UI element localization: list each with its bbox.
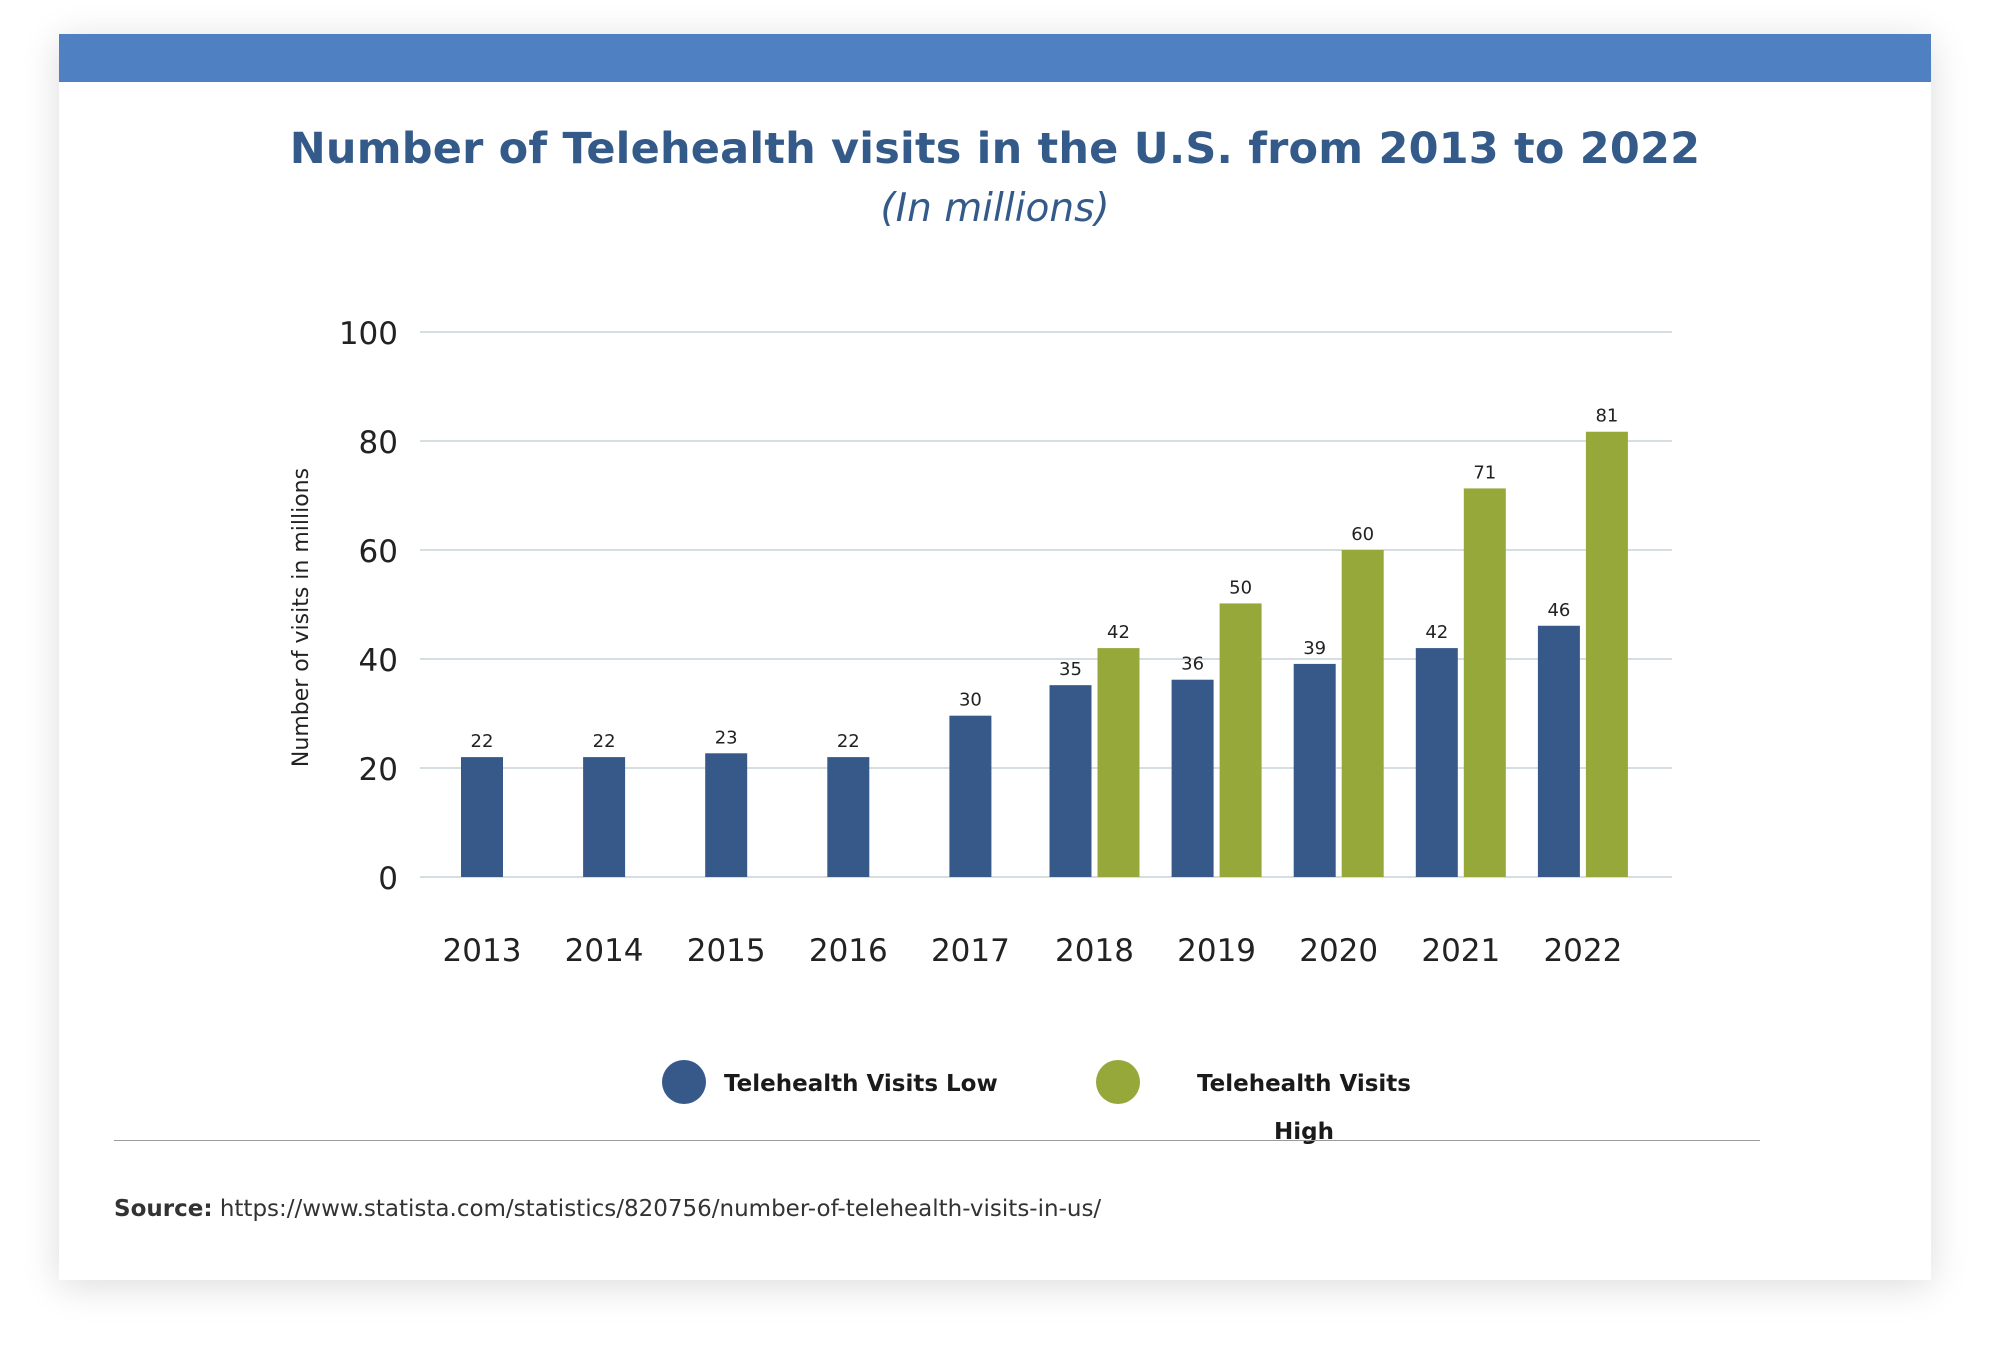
chart-subtitle: (In millions)	[880, 186, 1110, 231]
bar-high-2020	[1341, 550, 1384, 877]
x-tick-label-2022: 2022	[1543, 933, 1622, 969]
bar-low-2017	[949, 715, 992, 877]
bar-low-2020	[1293, 663, 1336, 877]
x-tick-label-2017: 2017	[931, 933, 1010, 969]
data-label-low-2013: 22	[471, 731, 494, 752]
source-label: Source:	[114, 1196, 213, 1222]
legend-label-low: Telehealth Visits Low	[724, 1071, 998, 1097]
x-tick-label-2013: 2013	[443, 933, 522, 969]
x-tick-label-2014: 2014	[565, 933, 644, 969]
data-label-low-2018: 35	[1059, 659, 1082, 680]
y-tick-label-80: 80	[359, 425, 398, 461]
bar-high-2018	[1097, 648, 1140, 877]
data-label-low-2016: 22	[837, 731, 860, 752]
x-tick-label-2021: 2021	[1421, 933, 1500, 969]
y-tick-label-0: 0	[378, 861, 398, 897]
bar-high-2022	[1585, 431, 1628, 877]
source-note: Source: https://www.statista.com/statist…	[114, 1196, 1101, 1222]
data-label-low-2020: 39	[1303, 638, 1326, 659]
data-label-high-2019: 50	[1229, 577, 1252, 598]
data-label-low-2022: 46	[1547, 600, 1570, 621]
data-label-low-2014: 22	[593, 731, 616, 752]
bar-low-2022	[1537, 625, 1580, 877]
data-label-high-2021: 71	[1473, 462, 1496, 483]
y-tick-label-60: 60	[359, 534, 398, 570]
x-tick-label-2020: 2020	[1299, 933, 1378, 969]
bar-low-2015	[705, 753, 748, 877]
source-url[interactable]: https://www.statista.com/statistics/8207…	[219, 1196, 1102, 1222]
legend-swatch-low	[662, 1060, 706, 1104]
legend-item-high: Telehealth Visits High	[1096, 1060, 1414, 1156]
y-tick-label-40: 40	[359, 643, 398, 679]
bar-low-2014	[583, 757, 626, 877]
bar-high-2021	[1463, 488, 1506, 877]
data-label-low-2019: 36	[1181, 654, 1204, 675]
legend-item-low: Telehealth Visits Low	[662, 1060, 998, 1108]
y-axis-label: Number of visits in millions	[289, 468, 314, 767]
bar-low-2019	[1171, 679, 1214, 877]
data-label-high-2018: 42	[1107, 622, 1130, 643]
legend: Telehealth Visits Low Telehealth Visits …	[0, 1050, 1990, 1150]
bar-low-2021	[1415, 648, 1458, 877]
data-label-low-2015: 23	[715, 727, 738, 748]
data-label-high-2020: 60	[1351, 524, 1374, 545]
legend-label-high: Telehealth Visits High	[1196, 1071, 1411, 1145]
bar-low-2016	[827, 757, 870, 877]
x-tick-label-2018: 2018	[1055, 933, 1134, 969]
bar-high-2019	[1219, 603, 1262, 877]
data-label-low-2021: 42	[1425, 622, 1448, 643]
y-tick-label-20: 20	[359, 752, 398, 788]
bar-low-2018	[1049, 685, 1092, 877]
legend-swatch-high	[1096, 1060, 1140, 1104]
data-label-low-2017: 30	[959, 690, 982, 711]
bar-low-2013	[461, 757, 503, 877]
header-bar	[59, 34, 1931, 82]
source-divider	[114, 1140, 1760, 1141]
x-tick-label-2015: 2015	[687, 933, 766, 969]
x-tick-label-2016: 2016	[809, 933, 888, 969]
y-tick-label-100: 100	[339, 316, 398, 352]
data-label-high-2022: 81	[1595, 406, 1618, 427]
x-tick-label-2019: 2019	[1177, 933, 1256, 969]
chart-title: Number of Telehealth visits in the U.S. …	[289, 124, 1701, 174]
